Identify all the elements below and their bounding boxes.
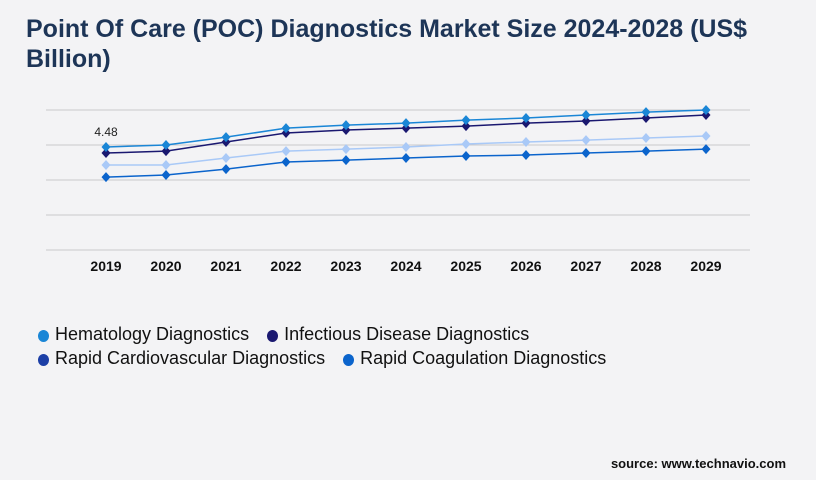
data-point (281, 156, 291, 167)
data-point (401, 153, 411, 164)
data-point (581, 116, 591, 127)
data-point (461, 121, 471, 132)
legend-marker-1 (267, 329, 279, 342)
data-point (701, 110, 711, 121)
legend-label: Rapid Cardiovascular Diagnostics (55, 347, 326, 368)
x-tick-label: 2022 (270, 258, 301, 274)
legend-marker-0 (38, 329, 49, 342)
data-point (461, 150, 471, 161)
data-point (221, 153, 231, 164)
data-point (161, 139, 171, 150)
data-point (401, 123, 411, 134)
x-tick-label: 2023 (330, 258, 361, 274)
data-point (641, 107, 651, 118)
legend-item: Hematology Diagnostics (38, 324, 249, 345)
data-point (521, 118, 531, 129)
source-text: source: www.technavio.com (610, 456, 786, 471)
data-point (521, 113, 531, 124)
data-point (401, 142, 411, 153)
legend-item: Rapid Coagulation Diagnostics (343, 348, 606, 369)
legend-label: Infectious Disease Diagnostics (284, 323, 530, 344)
legend: Hematology Diagnostics Infectious Diseas… (38, 322, 624, 370)
x-tick-label: 2026 (510, 258, 541, 274)
legend-item: Rapid Cardiovascular Diagnostics (38, 348, 325, 369)
data-point (581, 135, 591, 146)
data-point (581, 110, 591, 121)
x-tick-label: 2019 (90, 258, 121, 274)
x-tick-label: 2025 (450, 258, 481, 274)
data-point (281, 146, 291, 157)
data-point (581, 147, 591, 158)
line-chart: 2019 2020 2021 2022 2023 2024 2025 2026 2027 2028… (46, 105, 750, 274)
data-point (341, 120, 351, 131)
legend-marker-2 (38, 353, 49, 366)
data-point (101, 172, 111, 183)
data-point (641, 133, 651, 144)
chart-title: Point Of Care (POC) Diagnostics Market S… (26, 15, 748, 73)
data-point (701, 144, 711, 155)
legend-item: Infectious Disease Diagnostics (267, 324, 529, 345)
data-label: 4.48 (94, 125, 118, 139)
data-point (281, 123, 291, 134)
x-tick-label: 2029 (690, 258, 721, 274)
data-point (701, 105, 711, 115)
data-point (341, 155, 351, 166)
x-tick-label: 2028 (630, 258, 661, 274)
legend-marker-3 (343, 353, 355, 366)
data-point (101, 142, 111, 153)
data-point (401, 118, 411, 129)
x-tick-label: 2021 (210, 258, 241, 274)
data-point (161, 146, 171, 157)
data-point (221, 164, 231, 175)
x-tick-label: 2024 (390, 258, 421, 274)
data-point (521, 136, 531, 147)
data-point (701, 130, 711, 141)
data-point (101, 147, 111, 158)
data-point (161, 159, 171, 170)
data-point (161, 170, 171, 181)
x-tick-label: 2027 (570, 258, 601, 274)
data-point (341, 144, 351, 155)
data-point (461, 139, 471, 150)
legend-label: Rapid Coagulation Diagnostics (360, 347, 607, 368)
legend-label: Hematology Diagnostics (55, 323, 250, 344)
data-point (221, 132, 231, 143)
data-point (641, 146, 651, 157)
data-point (461, 115, 471, 126)
data-point (641, 113, 651, 124)
data-point (521, 150, 531, 161)
x-tick-label: 2020 (150, 258, 181, 274)
data-point (101, 159, 111, 170)
